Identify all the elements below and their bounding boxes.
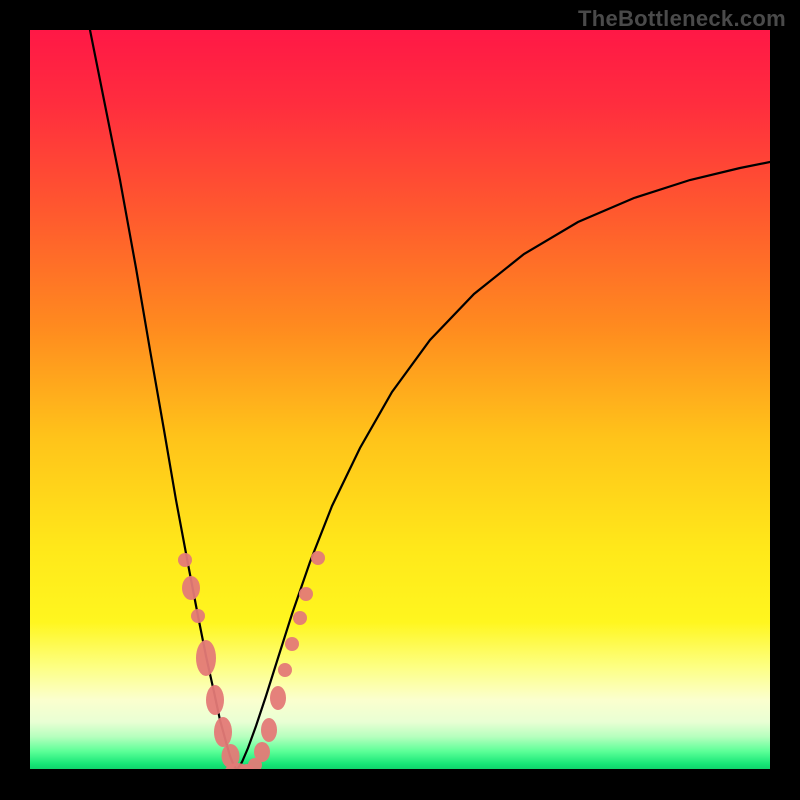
data-marker [299, 587, 313, 601]
data-marker [182, 576, 200, 600]
watermark-text: TheBottleneck.com [578, 6, 786, 32]
data-marker [293, 611, 307, 625]
data-marker [270, 686, 286, 710]
data-marker [196, 640, 216, 676]
data-marker [261, 718, 277, 742]
data-marker [178, 553, 192, 567]
data-marker [191, 609, 205, 623]
data-marker [214, 717, 232, 747]
gradient-background [30, 30, 770, 770]
chart-container: { "meta": { "watermark": "TheBottleneck.… [0, 0, 800, 800]
bottleneck-chart-svg [0, 0, 800, 800]
data-marker [206, 685, 224, 715]
data-marker [311, 551, 325, 565]
data-marker [278, 663, 292, 677]
data-marker [285, 637, 299, 651]
data-marker [254, 742, 270, 762]
